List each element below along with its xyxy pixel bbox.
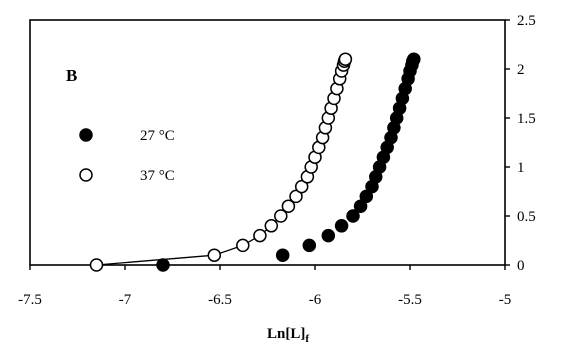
y-tick-label: 0.5 <box>517 209 536 225</box>
legend-marker-37c <box>79 168 93 182</box>
x-axis-title-subscript: f <box>305 333 309 345</box>
data-point <box>294 179 309 194</box>
x-axis-title: Ln[L]f <box>267 326 309 345</box>
series-layer <box>89 52 421 272</box>
plot-frame <box>29 19 506 266</box>
legend: 27 °C 37 °C <box>79 128 175 184</box>
legend-marker-27c <box>79 128 93 142</box>
x-tick-label: -7 <box>119 292 132 308</box>
x-axis: -7.5 -7 -6.5 -6 -5.5 -5 <box>18 265 511 308</box>
data-point <box>264 219 279 233</box>
y-tick-label: 2 <box>517 62 525 78</box>
y-tick-label: 1 <box>517 160 525 176</box>
y-tick-label: 1.5 <box>517 111 536 127</box>
data-point <box>359 189 374 204</box>
data-point <box>289 189 303 204</box>
data-point <box>407 52 421 66</box>
data-point <box>353 199 368 213</box>
x-tick-label: -5.5 <box>398 292 422 308</box>
y-tick-label: 2.5 <box>517 13 536 29</box>
data-point <box>156 258 170 272</box>
data-point <box>89 258 104 272</box>
data-point <box>346 209 360 223</box>
y-axis: 0 0.5 1 1.5 2 2.5 <box>505 13 536 274</box>
x-axis-title-main: Ln[L] <box>267 326 305 342</box>
data-point <box>207 248 222 262</box>
x-tick-label: -6 <box>309 292 322 308</box>
data-point <box>253 228 267 243</box>
legend-label-37c: 37 °C <box>140 168 175 184</box>
x-tick-label: -5 <box>499 292 512 308</box>
data-point <box>274 209 288 223</box>
data-point <box>302 238 317 253</box>
data-point <box>338 52 353 66</box>
data-point <box>334 219 349 233</box>
legend-label-27c: 27 °C <box>140 128 175 144</box>
x-tick-label: -6.5 <box>208 292 232 308</box>
series-27c <box>156 52 421 272</box>
data-point <box>236 238 250 253</box>
y-tick-label: 0 <box>517 258 525 274</box>
x-tick-label: -7.5 <box>18 292 42 308</box>
panel-label: B <box>66 66 77 85</box>
data-point <box>275 248 290 262</box>
series-37c <box>89 52 353 272</box>
data-point <box>281 199 296 213</box>
data-point <box>321 228 336 243</box>
